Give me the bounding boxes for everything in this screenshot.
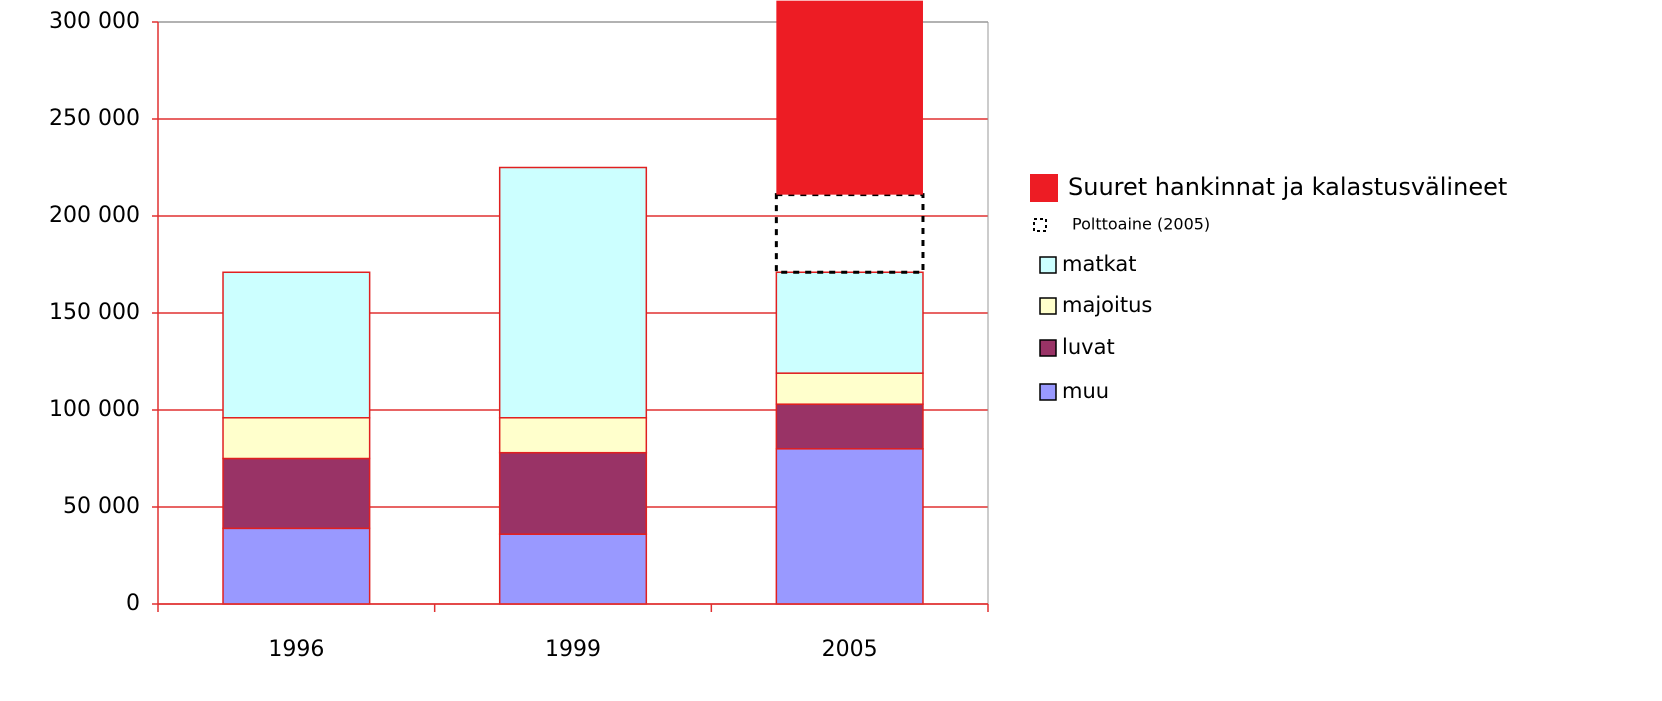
bar-segment — [222, 527, 371, 605]
bar-segment — [775, 403, 924, 450]
y-tick-label: 0 — [126, 591, 140, 616]
y-tick-label: 250 000 — [49, 106, 140, 131]
x-tick-label: 1996 — [268, 637, 324, 662]
legend-swatch — [1039, 297, 1057, 315]
legend-swatch — [1030, 174, 1058, 202]
x-tick-label: 2005 — [822, 637, 878, 662]
legend-label: matkat — [1062, 252, 1136, 276]
legend-swatch — [1039, 383, 1057, 401]
y-tick-label: 150 000 — [49, 300, 140, 325]
legend-label: Polttoaine (2005) — [1072, 215, 1210, 234]
y-tick-label: 200 000 — [49, 203, 140, 228]
legend-label: muu — [1062, 379, 1109, 403]
legend-swatch — [1039, 256, 1057, 274]
legend-swatch — [1033, 218, 1047, 232]
legend-label: majoitus — [1062, 293, 1152, 317]
bar-segment — [222, 271, 371, 419]
legend-label: luvat — [1062, 335, 1115, 359]
bar-segment — [498, 451, 648, 535]
legend-label: Suuret hankinnat ja kalastusvälineet — [1068, 173, 1507, 201]
bar-segment — [775, 448, 924, 605]
bar-segment — [498, 166, 648, 419]
bar-segment — [775, 271, 924, 374]
x-tick-label: 1999 — [545, 637, 601, 662]
bar-segment — [222, 457, 371, 530]
bar-segment — [775, 372, 924, 405]
y-tick-label: 100 000 — [49, 397, 140, 422]
bar-segment — [498, 533, 648, 605]
bar-segment — [776, 0, 923, 195]
bar-segment — [498, 417, 648, 454]
bar-segment — [222, 417, 371, 460]
bar-segment — [774, 193, 925, 274]
legend-swatch — [1039, 339, 1057, 357]
y-tick-label: 300 000 — [49, 9, 140, 34]
y-tick-label: 50 000 — [63, 494, 140, 519]
